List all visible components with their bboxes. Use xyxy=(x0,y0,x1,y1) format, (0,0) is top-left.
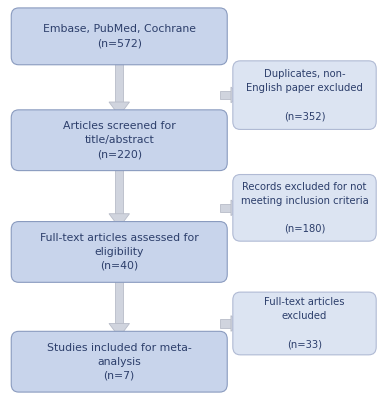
Text: Studies included for meta-
analysis
(n=7): Studies included for meta- analysis (n=7… xyxy=(47,343,192,381)
Polygon shape xyxy=(115,57,124,102)
Text: Embase, PubMed, Cochrane
(n=572): Embase, PubMed, Cochrane (n=572) xyxy=(43,24,196,48)
Polygon shape xyxy=(220,204,231,212)
FancyBboxPatch shape xyxy=(11,331,227,392)
Polygon shape xyxy=(220,91,231,99)
Polygon shape xyxy=(115,163,124,214)
Polygon shape xyxy=(231,200,240,216)
FancyBboxPatch shape xyxy=(233,174,376,241)
Text: Full-text articles
excluded

(n=33): Full-text articles excluded (n=33) xyxy=(264,298,345,350)
FancyBboxPatch shape xyxy=(11,222,227,282)
FancyBboxPatch shape xyxy=(233,61,376,130)
Polygon shape xyxy=(115,274,124,324)
Polygon shape xyxy=(109,102,130,116)
FancyBboxPatch shape xyxy=(233,292,376,355)
Text: Articles screened for
title/abstract
(n=220): Articles screened for title/abstract (n=… xyxy=(63,121,176,159)
Text: Duplicates, non-
English paper excluded

(n=352): Duplicates, non- English paper excluded … xyxy=(246,69,363,121)
Polygon shape xyxy=(231,87,240,103)
Text: Full-text articles assessed for
eligibility
(n=40): Full-text articles assessed for eligibil… xyxy=(40,233,199,271)
Polygon shape xyxy=(109,324,130,337)
Polygon shape xyxy=(109,214,130,228)
Polygon shape xyxy=(231,316,240,331)
FancyBboxPatch shape xyxy=(11,8,227,65)
Polygon shape xyxy=(220,319,231,328)
FancyBboxPatch shape xyxy=(11,110,227,170)
Text: Records excluded for not
meeting inclusion criteria

(n=180): Records excluded for not meeting inclusi… xyxy=(241,182,368,234)
